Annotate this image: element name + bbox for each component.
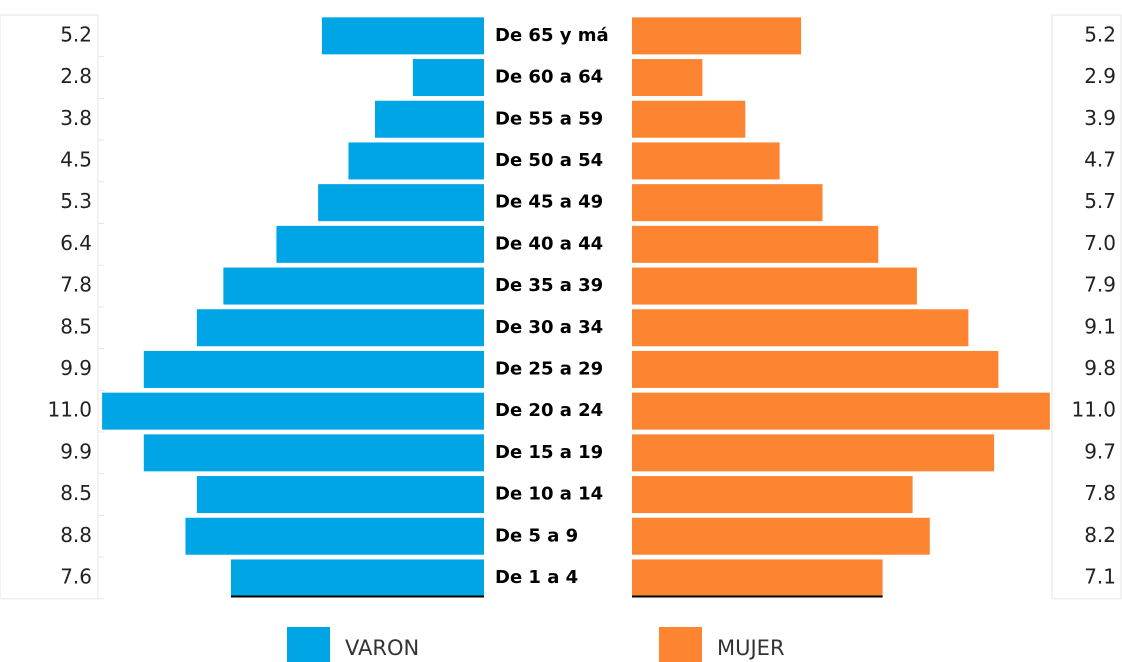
bar — [102, 392, 519, 430]
category-label: De 35 a 39 — [495, 275, 603, 296]
value-label: 6.4 — [60, 231, 92, 255]
value-label: 11.0 — [1071, 398, 1116, 422]
category-label: De 25 a 29 — [495, 358, 603, 379]
category-label: De 15 a 19 — [495, 442, 603, 463]
left-label-box — [0, 14, 99, 600]
value-label: 8.8 — [60, 523, 92, 547]
category-label: De 45 a 49 — [495, 192, 603, 213]
value-label: 4.5 — [60, 147, 92, 171]
value-label: 7.1 — [1084, 564, 1116, 588]
legend-label: VARON — [345, 636, 419, 660]
legend-swatch — [287, 627, 330, 662]
bar — [196, 476, 519, 514]
value-label: 4.7 — [1084, 147, 1116, 171]
value-label: 3.9 — [1084, 106, 1116, 130]
value-label: 9.1 — [1084, 314, 1116, 338]
bar — [185, 517, 520, 555]
category-label: De 60 a 64 — [495, 67, 603, 88]
value-label: 8.5 — [60, 481, 92, 505]
value-label: 3.8 — [60, 106, 92, 130]
value-label: 5.3 — [60, 189, 92, 213]
value-label: 9.9 — [60, 356, 92, 380]
category-label: De 50 a 54 — [495, 150, 603, 171]
category-label: De 30 a 34 — [495, 317, 603, 338]
category-label: De 55 a 59 — [495, 108, 603, 129]
bar — [578, 392, 1050, 430]
bar — [143, 434, 520, 472]
bar — [230, 559, 519, 597]
bar — [578, 517, 930, 555]
category-column — [484, 15, 632, 601]
bar — [196, 309, 519, 347]
category-label: De 65 y má — [495, 25, 609, 46]
legend-label: MUJER — [717, 636, 785, 660]
value-label: 7.9 — [1084, 273, 1116, 297]
value-label: 9.7 — [1084, 439, 1116, 463]
bar — [578, 267, 917, 305]
value-label: 7.6 — [60, 564, 92, 588]
value-label: 7.0 — [1084, 231, 1116, 255]
bar — [578, 350, 999, 388]
category-label: De 5 a 9 — [495, 525, 578, 546]
category-label: De 40 a 44 — [495, 233, 603, 254]
value-label: 8.2 — [1084, 523, 1116, 547]
category-label: De 1 a 4 — [495, 567, 578, 588]
value-label: 5.2 — [1084, 22, 1116, 46]
bar — [578, 434, 995, 472]
value-label: 5.7 — [1084, 189, 1116, 213]
value-label: 5.2 — [60, 22, 92, 46]
value-label: 7.8 — [1084, 481, 1116, 505]
value-label: 2.8 — [60, 64, 92, 88]
category-label: De 10 a 14 — [495, 484, 603, 505]
bar — [276, 225, 519, 263]
bar — [578, 476, 913, 514]
value-label: 9.8 — [1084, 356, 1116, 380]
bar — [223, 267, 519, 305]
value-label: 2.9 — [1084, 64, 1116, 88]
bar — [143, 350, 520, 388]
value-label: 9.9 — [60, 439, 92, 463]
right-label-box — [1051, 14, 1122, 600]
category-label: De 20 a 24 — [495, 400, 603, 421]
value-label: 7.8 — [60, 273, 92, 297]
bar — [578, 309, 969, 347]
value-label: 8.5 — [60, 314, 92, 338]
value-label: 11.0 — [47, 398, 92, 422]
legend-swatch — [659, 627, 702, 662]
